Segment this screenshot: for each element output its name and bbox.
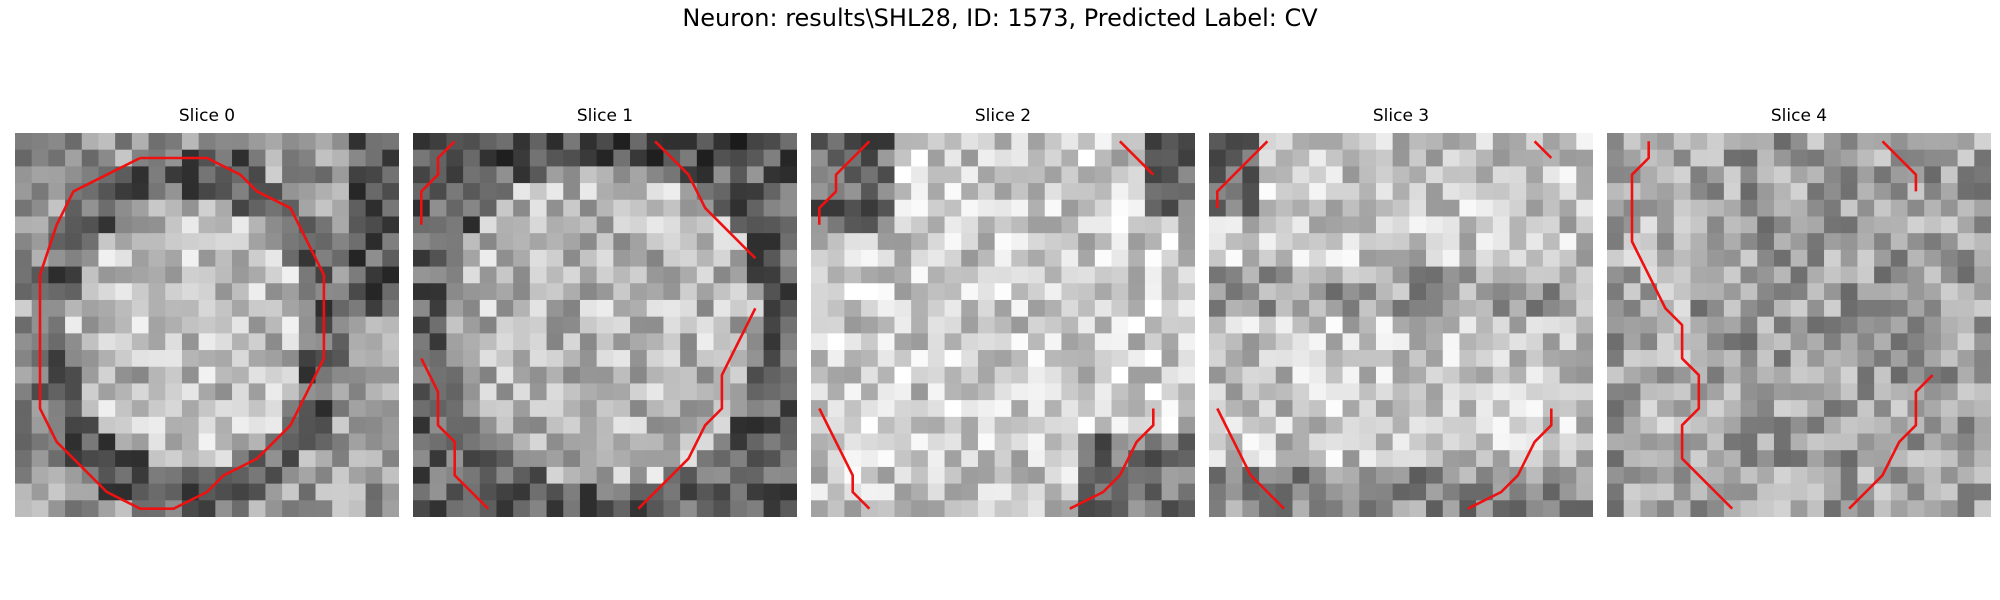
slice-title-4: Slice 4 — [1770, 106, 1828, 126]
slice-title-3: Slice 3 — [1372, 106, 1430, 126]
contour-line — [1467, 408, 1553, 510]
contour-line — [1533, 140, 1553, 159]
contour-line — [1216, 140, 1269, 209]
contour-line — [637, 307, 757, 510]
slice-image-1 — [413, 133, 797, 517]
slice-panel-1: Slice 1 — [413, 106, 797, 518]
contour-line — [1069, 408, 1155, 510]
pixel-grid — [1209, 133, 1593, 517]
slice-image-2 — [811, 133, 1195, 517]
slice-panel-4: Slice 4 — [1607, 106, 1991, 518]
pixel-grid — [15, 133, 399, 517]
contour-line — [818, 140, 871, 225]
slice-image-4 — [1607, 133, 1991, 517]
contour-line — [420, 140, 456, 225]
contour-line — [420, 357, 490, 510]
slice-image-3 — [1209, 133, 1593, 517]
figure-title: Neuron: results\SHL28, ID: 1573, Predict… — [682, 4, 1318, 32]
contour-line — [1848, 374, 1934, 510]
slice-panel-0: Slice 0 — [15, 106, 399, 518]
pixel-grid — [811, 133, 1195, 517]
slice-title-1: Slice 1 — [576, 106, 634, 126]
pixel-grid — [413, 133, 797, 517]
contour-line — [654, 140, 757, 260]
contour-line — [1216, 407, 1286, 510]
contour-line — [38, 156, 326, 511]
contour-line — [1118, 140, 1155, 176]
contour-line — [818, 407, 871, 510]
slice-image-0 — [15, 133, 399, 517]
slice-title-0: Slice 0 — [178, 106, 236, 126]
pixel-grid — [1607, 133, 1991, 517]
contour-line — [1630, 141, 1734, 510]
slice-panel-2: Slice 2 — [811, 106, 1195, 518]
slice-panel-3: Slice 3 — [1209, 106, 1593, 518]
contour-line — [1881, 140, 1918, 192]
slice-title-2: Slice 2 — [974, 106, 1032, 126]
